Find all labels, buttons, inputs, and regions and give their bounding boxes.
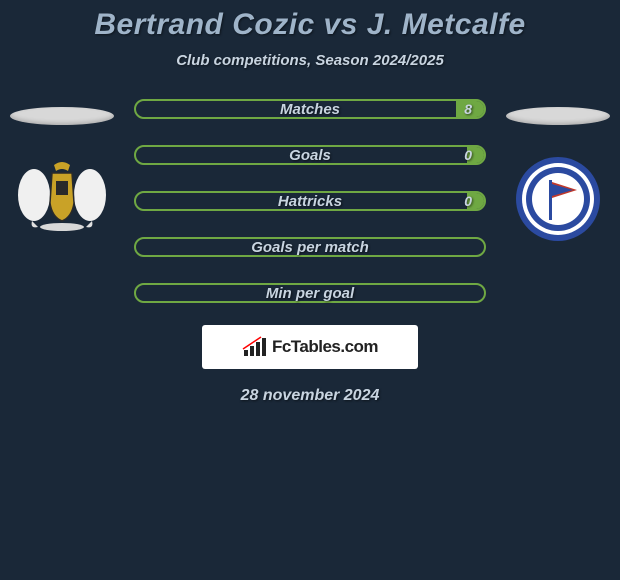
bar-label: Min per goal bbox=[266, 285, 354, 302]
brand-text: FcTables.com bbox=[272, 337, 378, 357]
page-title: Bertrand Cozic vs J. Metcalfe bbox=[94, 8, 525, 42]
stat-bars: Matches 8 Goals 0 Hattricks 0 Goals per … bbox=[134, 99, 486, 303]
right-ellipse bbox=[506, 107, 610, 125]
bar-label: Goals per match bbox=[251, 239, 369, 256]
left-team-crest bbox=[12, 155, 112, 235]
left-column bbox=[2, 99, 122, 235]
crest-icon-right bbox=[515, 156, 601, 242]
bar-value: 0 bbox=[464, 193, 472, 209]
bar-value: 8 bbox=[464, 101, 472, 117]
chart-icon bbox=[242, 336, 268, 358]
bar-label: Goals bbox=[289, 147, 331, 164]
left-ellipse bbox=[10, 107, 114, 125]
right-team-crest bbox=[508, 155, 608, 243]
bar-label: Matches bbox=[280, 101, 340, 118]
bar-value: 0 bbox=[464, 147, 472, 163]
brand-box: FcTables.com bbox=[202, 325, 418, 369]
main-row: Matches 8 Goals 0 Hattricks 0 Goals per … bbox=[0, 99, 620, 303]
right-column bbox=[498, 99, 618, 243]
page-subtitle: Club competitions, Season 2024/2025 bbox=[176, 52, 444, 69]
bar-goals-per-match: Goals per match bbox=[134, 237, 486, 257]
crest-icon-left bbox=[12, 155, 112, 235]
bar-matches: Matches 8 bbox=[134, 99, 486, 119]
bar-hattricks: Hattricks 0 bbox=[134, 191, 486, 211]
bar-min-per-goal: Min per goal bbox=[134, 283, 486, 303]
date-text: 28 november 2024 bbox=[241, 387, 380, 405]
root: Bertrand Cozic vs J. Metcalfe Club compe… bbox=[0, 0, 620, 405]
bar-label: Hattricks bbox=[278, 193, 342, 210]
brand-inner: FcTables.com bbox=[242, 336, 378, 358]
bar-goals: Goals 0 bbox=[134, 145, 486, 165]
